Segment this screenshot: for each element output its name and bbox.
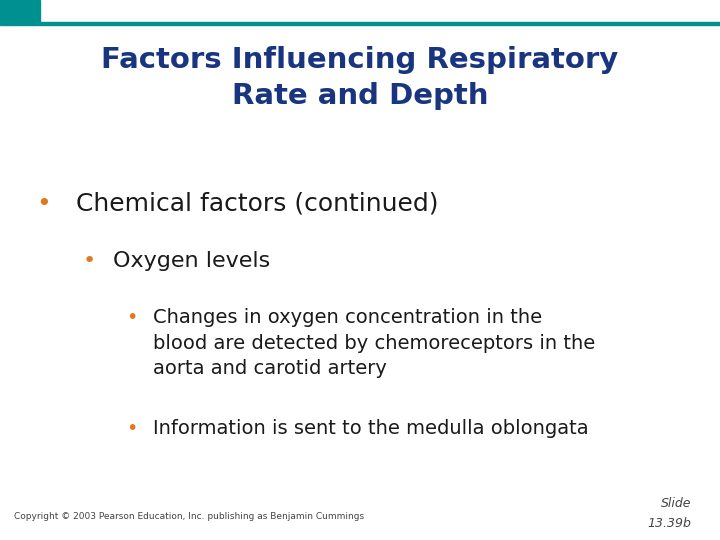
Text: 13.39b: 13.39b [647, 517, 691, 530]
Text: Oxygen levels: Oxygen levels [113, 251, 270, 271]
Text: Factors Influencing Respiratory
Rate and Depth: Factors Influencing Respiratory Rate and… [102, 46, 618, 110]
Text: Information is sent to the medulla oblongata: Information is sent to the medulla oblon… [153, 418, 589, 437]
Text: Chemical factors (continued): Chemical factors (continued) [76, 192, 438, 215]
Text: Copyright © 2003 Pearson Education, Inc. publishing as Benjamin Cummings: Copyright © 2003 Pearson Education, Inc.… [14, 512, 364, 521]
Bar [0, 0, 40, 24]
Text: •: • [126, 308, 138, 327]
Text: Slide: Slide [661, 497, 691, 510]
Text: Changes in oxygen concentration in the
blood are detected by chemoreceptors in t: Changes in oxygen concentration in the b… [153, 308, 595, 379]
Bar [0, 22, 720, 25]
Text: •: • [36, 192, 50, 215]
Text: •: • [83, 251, 96, 271]
Text: •: • [126, 418, 138, 437]
